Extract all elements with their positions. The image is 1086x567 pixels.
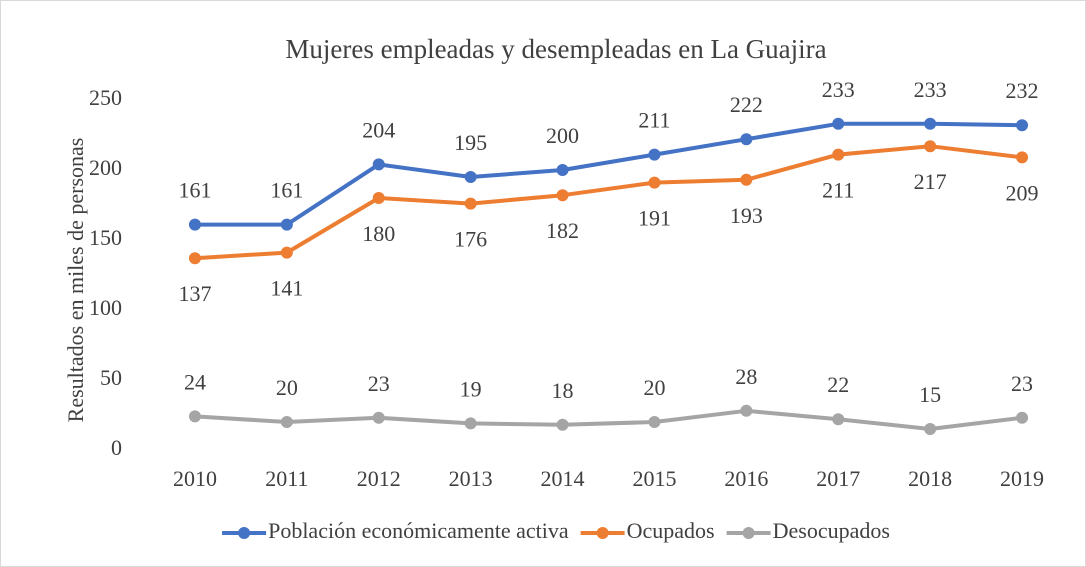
x-tick-label: 2010 [173, 466, 217, 491]
data-label: 233 [822, 77, 855, 102]
series-line [194, 408, 1023, 431]
data-label: 180 [362, 221, 395, 246]
legend-item: Población económicamente activa [222, 518, 569, 543]
point [280, 218, 293, 231]
chart-title: Mujeres empleadas y desempleadas en La G… [285, 34, 826, 64]
data-label: 161 [178, 178, 211, 203]
point [372, 192, 385, 204]
legend: Población económicamente activa Ocupados D… [222, 518, 890, 543]
x-tick-label: 2018 [908, 466, 952, 491]
x-tick-label: 2012 [357, 466, 401, 491]
point [648, 148, 661, 161]
point [464, 417, 477, 430]
point [832, 413, 845, 426]
point [832, 117, 845, 130]
data-label: 23 [368, 371, 390, 396]
data-label: 191 [638, 206, 671, 231]
y-tick-label: 50 [100, 365, 122, 390]
y-tick-label: 0 [111, 435, 122, 460]
point [1016, 151, 1029, 164]
point [924, 140, 937, 153]
y-tick-label: 200 [89, 155, 122, 180]
data-label: 217 [914, 169, 947, 194]
point [188, 252, 201, 265]
data-label: 24 [184, 369, 206, 394]
data-label: 200 [546, 123, 579, 148]
data-label: 233 [914, 77, 947, 102]
point [280, 246, 293, 259]
point [740, 404, 753, 417]
point [464, 171, 477, 183]
data-label: 20 [276, 375, 298, 400]
point [740, 173, 753, 186]
point [188, 218, 201, 231]
legend-item: Desocupados [726, 518, 890, 543]
x-tick-label: 2019 [1000, 466, 1044, 491]
legend-swatch-marker [238, 527, 251, 539]
point [188, 410, 201, 423]
data-label: 141 [270, 276, 303, 301]
y-axis-label: Resultados en miles de personas [63, 138, 88, 423]
data-label: 211 [638, 108, 670, 133]
point [556, 418, 569, 431]
series-line [194, 144, 1023, 261]
point [648, 416, 661, 428]
y-tick-label: 150 [89, 225, 122, 250]
data-label: 195 [454, 130, 487, 155]
data-label: 23 [1011, 371, 1033, 396]
data-label: 222 [730, 92, 763, 117]
series-line [194, 121, 1023, 227]
data-label: 137 [178, 281, 211, 306]
point [464, 197, 477, 210]
point [372, 158, 385, 171]
data-label: 19 [460, 376, 482, 401]
point [740, 133, 753, 146]
x-tick-label: 2016 [724, 466, 768, 491]
x-tick-label: 2011 [265, 466, 308, 491]
x-tick-label: 2015 [632, 466, 676, 491]
legend-label: Desocupados [773, 518, 890, 543]
y-tick-label: 100 [89, 295, 122, 320]
data-label: 204 [362, 117, 395, 142]
point [832, 148, 845, 161]
data-label: 209 [1006, 180, 1039, 205]
x-tick-label: 2013 [449, 466, 493, 491]
legend-item: Ocupados [580, 518, 715, 543]
legend-swatch-marker [596, 527, 609, 539]
legend-swatch-marker [742, 527, 755, 539]
data-label: 28 [735, 364, 757, 389]
legend-label: Población económicamente activa [268, 518, 569, 543]
point [372, 411, 385, 424]
data-label: 161 [270, 178, 303, 203]
data-label: 22 [827, 372, 849, 397]
data-label: 176 [454, 227, 487, 252]
x-tick-label: 2014 [541, 466, 585, 491]
data-label: 20 [643, 375, 665, 400]
x-tick-label: 2017 [816, 466, 860, 491]
point [924, 423, 937, 435]
point [280, 416, 293, 428]
y-tick-label: 250 [89, 85, 122, 110]
data-label: 15 [919, 382, 941, 407]
point [924, 117, 937, 130]
data-label: 232 [1006, 78, 1039, 103]
point [1016, 119, 1029, 132]
data-label: 18 [552, 378, 574, 403]
point [648, 176, 661, 189]
point [556, 164, 569, 176]
data-label: 182 [546, 218, 579, 243]
data-label: 211 [822, 178, 854, 203]
data-label: 193 [730, 203, 763, 228]
point [556, 189, 569, 202]
point [1016, 411, 1029, 424]
legend-label: Ocupados [627, 518, 715, 543]
